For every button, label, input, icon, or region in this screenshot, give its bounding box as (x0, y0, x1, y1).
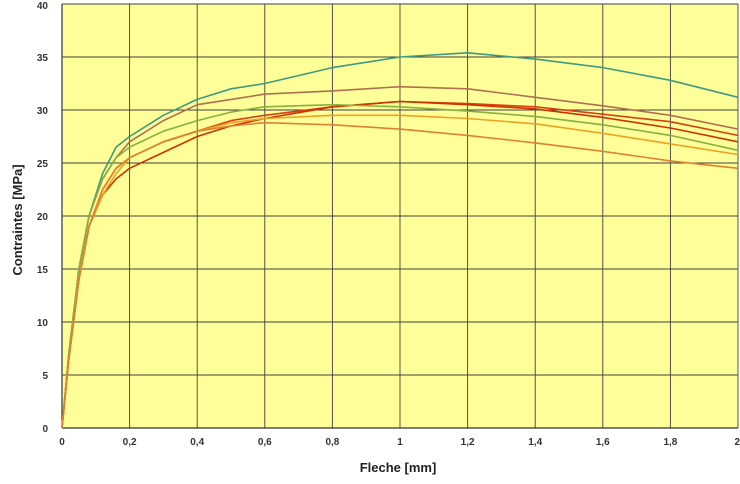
x-tick-label: 1,4 (528, 437, 542, 448)
x-tick-label: 2 (734, 437, 740, 448)
series-line-5 (61, 103, 739, 429)
y-tick-label: 25 (37, 159, 49, 170)
y-tick-label: 10 (37, 318, 49, 329)
y-tick-label: 5 (42, 371, 48, 382)
x-tick-label: 0,8 (325, 437, 339, 448)
series-line-7 (61, 121, 739, 429)
grid (61, 3, 739, 429)
y-axis-title: Contraintes [MPa] (10, 164, 25, 275)
x-axis-title: Fleche [mm] (360, 460, 437, 475)
x-tick-label: 0,4 (190, 437, 204, 448)
x-tick-label: 0,6 (258, 437, 272, 448)
x-tick-label: 0,2 (123, 437, 137, 448)
x-tick-label: 1,6 (596, 437, 610, 448)
y-tick-label: 15 (37, 265, 49, 276)
y-tick-label: 0 (42, 424, 48, 435)
x-tick-label: 1,8 (663, 437, 677, 448)
y-tick-label: 35 (37, 53, 49, 64)
x-tick-label: 1 (397, 437, 403, 448)
y-tick-label: 30 (37, 106, 49, 117)
series-group (61, 51, 739, 429)
x-tick-label: 0 (59, 437, 65, 448)
x-tick-label: 1,2 (461, 437, 475, 448)
y-tick-label: 20 (37, 212, 49, 223)
y-tick-label: 40 (37, 1, 49, 12)
tick-labels: 0 0,2 0,4 0,6 0,8 1 1,2 1,4 1,6 1,8 20510152025303… (37, 1, 740, 448)
